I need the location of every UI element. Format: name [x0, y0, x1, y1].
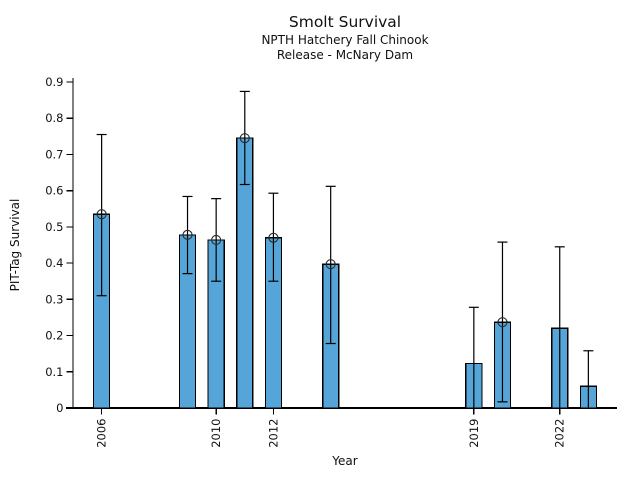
y-tick-label-0.1: 0.1 — [45, 365, 63, 379]
y-tick-label-0.5: 0.5 — [45, 220, 63, 234]
x-tick-label-2010: 2010 — [209, 419, 223, 448]
y-tick-label-0.8: 0.8 — [45, 111, 63, 125]
chart-subtitle-line1: NPTH Hatchery Fall Chinook — [261, 33, 429, 47]
y-tick-label-0: 0 — [56, 401, 63, 415]
marker-2009 — [182, 229, 193, 240]
marker-2011 — [239, 133, 250, 144]
x-tick-label-2022: 2022 — [553, 419, 567, 448]
y-tick-label-0.4: 0.4 — [45, 256, 63, 270]
marker-2010 — [211, 234, 222, 245]
x-axis-label: Year — [332, 454, 358, 468]
x-tick-label-2012: 2012 — [266, 419, 280, 448]
marker-2020 — [497, 317, 508, 328]
x-tick-label-2019: 2019 — [467, 419, 481, 448]
chart-title: Smolt Survival — [288, 13, 402, 31]
y-tick-label-0.7: 0.7 — [45, 147, 63, 161]
marker-2006 — [96, 209, 107, 220]
chart-subtitle-line2: Release - McNary Dam — [276, 48, 414, 62]
marker-2014 — [325, 259, 336, 270]
x-tick-label-2006: 2006 — [95, 419, 109, 448]
y-tick-label-0.6: 0.6 — [45, 184, 63, 198]
y-tick-label-0.3: 0.3 — [45, 292, 63, 306]
marker-2012 — [268, 232, 279, 243]
y-tick-label-0.2: 0.2 — [45, 329, 63, 343]
y-tick-label-0.9: 0.9 — [45, 75, 63, 89]
